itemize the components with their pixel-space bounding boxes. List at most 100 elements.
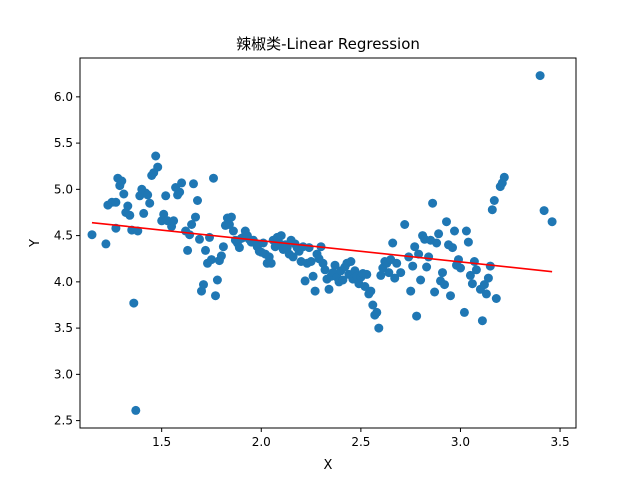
regression-line — [91, 221, 553, 273]
data-point — [465, 270, 475, 280]
data-point — [324, 284, 334, 294]
data-point — [477, 316, 487, 326]
data-point — [406, 286, 416, 296]
data-point — [187, 220, 197, 229]
data-point — [207, 255, 216, 265]
data-point — [438, 268, 447, 278]
data-point — [199, 280, 208, 290]
data-point — [491, 294, 501, 303]
data-point — [308, 271, 318, 281]
data-point — [320, 265, 330, 275]
data-point — [414, 249, 424, 259]
x-axis-ticks: 1.5 2.0 2.5 3.0 3.5 — [152, 428, 570, 449]
data-point — [461, 226, 471, 236]
y-axis-ticks: 2.5 3.0 3.5 4.0 4.5 5.0 5.5 6.0 — [54, 90, 80, 428]
data-point — [440, 280, 449, 290]
data-point — [346, 257, 356, 266]
x-tick-label: 1.5 — [152, 435, 171, 449]
data-point — [226, 212, 236, 222]
data-point — [481, 289, 491, 299]
data-point — [448, 243, 457, 253]
data-point — [400, 220, 410, 229]
data-point — [266, 258, 276, 268]
data-point — [177, 178, 187, 188]
data-point — [145, 198, 155, 208]
data-point — [193, 196, 202, 205]
data-point — [434, 229, 444, 239]
data-point — [390, 273, 400, 283]
data-point — [151, 151, 161, 161]
data-point — [479, 280, 489, 290]
data-point — [374, 323, 384, 333]
data-point — [159, 209, 169, 219]
data-point — [212, 275, 222, 285]
data-point — [191, 212, 200, 222]
data-point — [499, 172, 509, 182]
data-point — [211, 291, 220, 301]
data-point — [143, 190, 153, 200]
data-point — [442, 217, 451, 227]
data-point — [535, 71, 545, 81]
data-point — [87, 230, 97, 240]
data-point — [201, 245, 210, 255]
data-point — [366, 286, 376, 296]
y-axis-label: Y — [28, 239, 43, 248]
data-point — [153, 162, 163, 172]
data-point — [169, 216, 179, 226]
data-point — [189, 179, 198, 189]
data-point — [463, 237, 473, 247]
data-point — [483, 273, 493, 283]
data-point — [216, 251, 226, 261]
y-tick-label: 4.5 — [54, 229, 73, 243]
chart-title: 辣椒类-Linear Regression — [236, 35, 420, 53]
data-point — [288, 252, 298, 262]
data-point — [396, 268, 406, 278]
data-point — [467, 279, 477, 289]
data-point — [416, 275, 426, 285]
data-point — [133, 226, 143, 236]
x-tick-label: 3.0 — [451, 435, 470, 449]
data-point — [123, 201, 133, 211]
data-point — [489, 196, 499, 205]
data-point — [388, 238, 398, 248]
plot-frame — [79, 57, 577, 429]
data-point — [456, 263, 465, 273]
data-point — [459, 307, 469, 317]
data-point — [209, 173, 218, 183]
x-tick-label: 2.5 — [351, 435, 370, 449]
data-point — [117, 176, 127, 186]
scatter-points — [87, 71, 557, 415]
data-point — [547, 217, 557, 227]
y-tick-label: 3.0 — [54, 367, 73, 381]
data-point — [539, 206, 549, 216]
data-point — [450, 226, 459, 236]
data-point — [368, 300, 378, 310]
data-point — [195, 234, 204, 244]
data-point — [469, 257, 479, 266]
data-point — [276, 231, 286, 241]
data-point — [430, 287, 440, 297]
data-point — [139, 208, 149, 218]
data-point — [338, 275, 348, 285]
data-point — [161, 191, 171, 201]
data-point — [384, 268, 394, 278]
data-point — [101, 239, 111, 249]
data-point — [424, 252, 434, 262]
x-tick-label: 2.0 — [252, 435, 271, 449]
data-point — [485, 261, 495, 271]
data-point — [410, 242, 420, 252]
data-point — [376, 270, 386, 280]
data-point — [129, 298, 139, 308]
data-point — [392, 258, 402, 268]
data-point — [408, 261, 418, 271]
data-point — [372, 307, 382, 317]
data-point — [234, 243, 244, 253]
data-point — [304, 243, 314, 253]
data-point — [428, 198, 438, 208]
data-point — [412, 311, 422, 321]
data-point — [300, 276, 310, 286]
data-point — [330, 260, 340, 270]
x-axis-label: X — [324, 458, 333, 473]
